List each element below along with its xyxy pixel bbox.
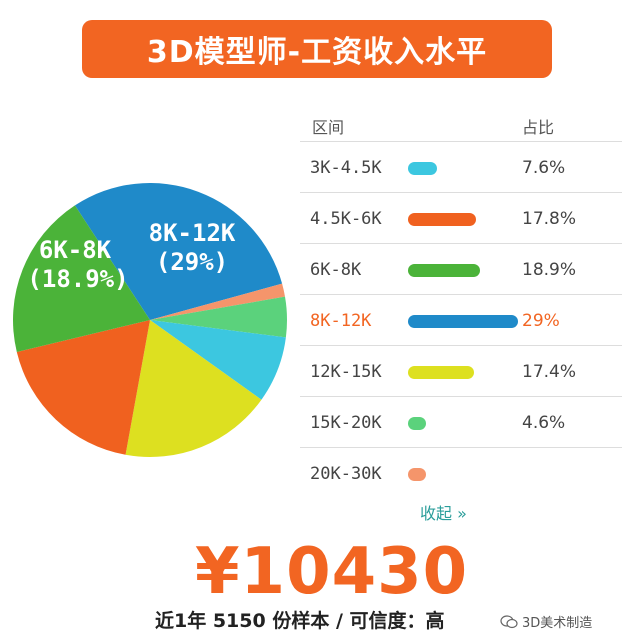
legend-pct: 4.6%	[522, 413, 566, 433]
collapse-link[interactable]: 收起 »	[420, 504, 467, 523]
title-banner: 3D模型师-工资收入水平	[82, 20, 552, 78]
legend-bar	[408, 264, 480, 277]
legend-range: 20K-30K	[310, 464, 382, 484]
legend-row[interactable]: 8K-12K 29%	[300, 295, 622, 346]
average-salary: ¥10430	[195, 535, 469, 609]
legend-row[interactable]: 12K-15K 17.4%	[300, 346, 622, 397]
range-header: 区间	[312, 118, 345, 137]
legend-pct: 29%	[522, 311, 560, 331]
legend-rows: 3K-4.5K 7.6% 4.5K-6K 17.8% 6K-8K 18.9% 8K-12K 2…	[300, 142, 622, 499]
watermark: 3D美术制造	[500, 612, 592, 631]
pie-slice-20k-30k	[150, 283, 286, 320]
legend-row[interactable]: 4.5K-6K 17.8%	[300, 193, 622, 244]
legend-pct: 17.8%	[522, 209, 577, 229]
legend-bar	[408, 315, 518, 328]
legend-bar	[408, 213, 476, 226]
legend-bar	[408, 468, 426, 481]
legend-bar	[408, 417, 426, 430]
legend-range: 4.5K-6K	[310, 209, 382, 229]
pie-slice-4-5k-6k	[16, 320, 151, 455]
legend-range: 8K-12K	[310, 311, 372, 331]
pie-chart: 8K-12K(29%) 6K-8K(18.9%)	[12, 183, 287, 457]
watermark-text: 3D美术制造	[522, 616, 593, 631]
legend-table: 区间 占比 3K-4.5K 7.6% 4.5K-6K 17.8% 6K-8K 18.9% 8…	[300, 100, 622, 499]
legend-pct: 17.4%	[522, 362, 577, 382]
pie-slice-8k-12k	[74, 183, 283, 320]
pie-slice-6k-8k	[12, 205, 150, 353]
legend-bar	[408, 366, 474, 379]
legend-pct: 18.9%	[522, 260, 577, 280]
legend-row[interactable]: 15K-20K 4.6%	[300, 397, 622, 448]
legend-header: 区间 占比	[300, 100, 622, 142]
wechat-icon	[500, 614, 518, 628]
pie-slice-12k-15k	[125, 320, 262, 457]
legend-row[interactable]: 6K-8K 18.9%	[300, 244, 622, 295]
legend-range: 6K-8K	[310, 260, 362, 280]
pie-label-6k-8k-range: 6K-8K	[39, 236, 112, 264]
legend-row[interactable]: 20K-30K	[300, 448, 622, 499]
share-header: 占比	[522, 118, 555, 137]
pie-label-8k-12k-range: 8K-12K	[149, 219, 236, 247]
legend-bar	[408, 162, 437, 175]
legend-range: 12K-15K	[310, 362, 382, 382]
legend-pct: 7.6%	[522, 158, 566, 178]
pie-label-6k-8k-pct: (18.9%)	[27, 265, 128, 293]
pie-slice-3k-4-5k	[150, 320, 286, 400]
legend-range: 3K-4.5K	[310, 158, 382, 178]
chart-title: 3D模型师-工资收入水平	[146, 35, 488, 70]
pie-label-8k-12k-pct: (29%)	[156, 248, 228, 276]
legend-row[interactable]: 3K-4.5K 7.6%	[300, 142, 622, 193]
sample-info: 近1年 5150 份样本 / 可信度：高	[155, 610, 445, 632]
legend-range: 15K-20K	[310, 413, 382, 433]
pie-slice-15k-20k	[150, 296, 287, 338]
